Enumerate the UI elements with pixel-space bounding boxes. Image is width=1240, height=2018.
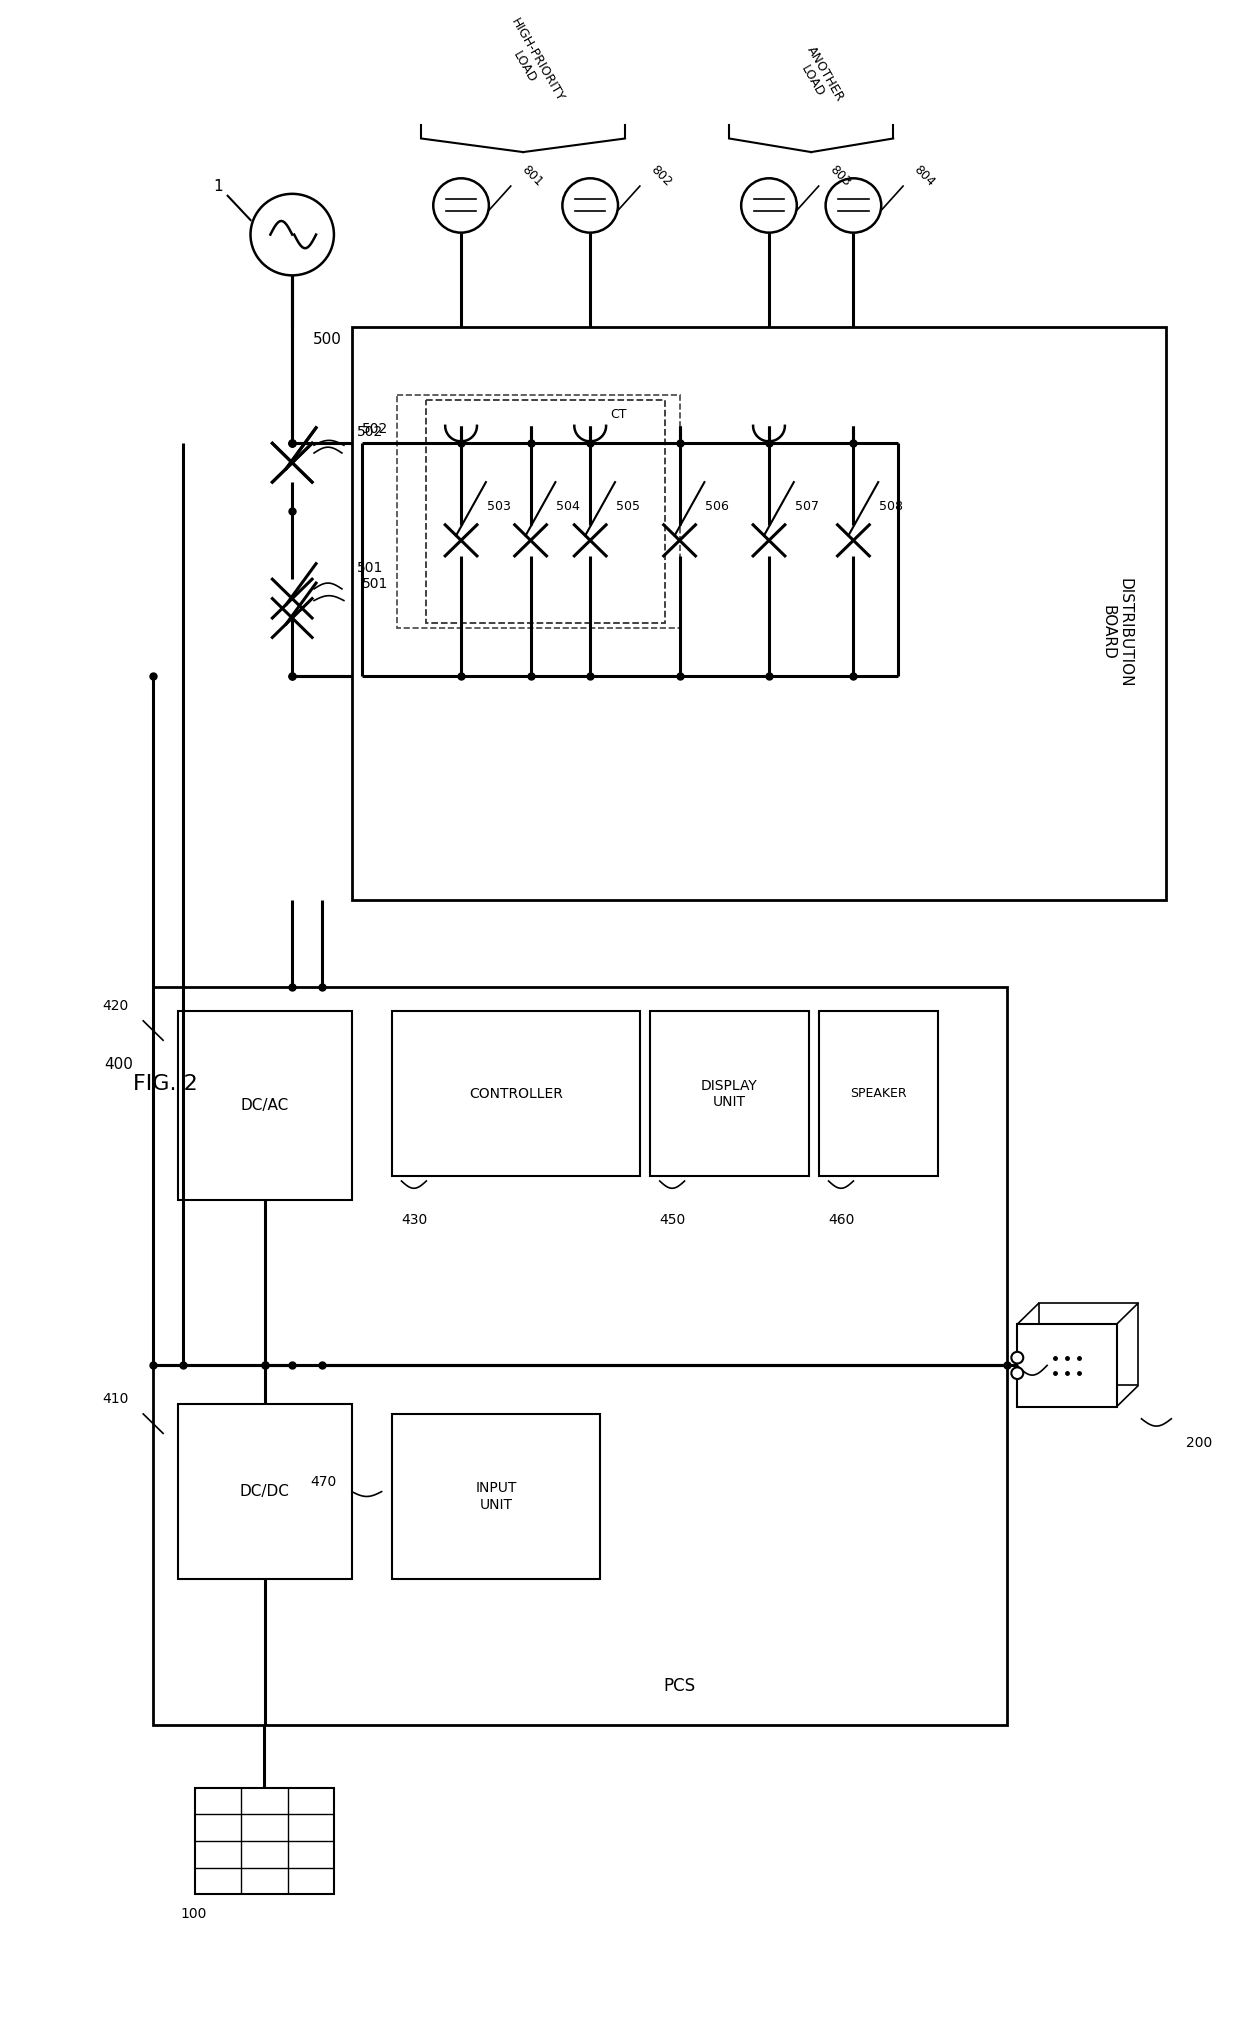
- Text: ANOTHER
LOAD: ANOTHER LOAD: [791, 44, 846, 111]
- Text: 450: 450: [660, 1213, 686, 1227]
- Text: DC/DC: DC/DC: [241, 1483, 290, 1499]
- Bar: [1017, 1324, 1117, 1407]
- Circle shape: [742, 178, 797, 232]
- Text: 501: 501: [357, 561, 383, 575]
- Bar: [427, 400, 665, 624]
- Text: 200: 200: [1187, 1437, 1213, 1451]
- Circle shape: [250, 194, 334, 274]
- Text: FIG. 2: FIG. 2: [133, 1074, 198, 1094]
- Bar: [397, 396, 680, 628]
- Text: 460: 460: [828, 1213, 854, 1227]
- Circle shape: [433, 178, 489, 232]
- Bar: [179, 1405, 352, 1578]
- Text: 801: 801: [518, 163, 544, 190]
- Text: 420: 420: [102, 999, 128, 1013]
- Text: 501: 501: [362, 577, 388, 591]
- Text: 430: 430: [402, 1213, 428, 1227]
- Bar: [818, 1011, 937, 1176]
- Text: 400: 400: [104, 1057, 133, 1072]
- Text: 502: 502: [362, 422, 388, 436]
- Text: PCS: PCS: [663, 1677, 696, 1695]
- Text: 503: 503: [487, 500, 511, 513]
- Text: 502: 502: [357, 424, 383, 438]
- Text: 803: 803: [827, 163, 853, 190]
- Text: 802: 802: [647, 163, 673, 190]
- Bar: [392, 1011, 640, 1176]
- Circle shape: [1012, 1352, 1023, 1364]
- Text: 804: 804: [911, 163, 937, 190]
- Bar: [352, 327, 1167, 900]
- Bar: [179, 1011, 352, 1201]
- Text: 504: 504: [557, 500, 580, 513]
- Text: 1: 1: [213, 178, 222, 194]
- Text: 470: 470: [311, 1475, 337, 1489]
- Text: 505: 505: [616, 500, 640, 513]
- Text: DC/AC: DC/AC: [241, 1098, 289, 1114]
- Circle shape: [563, 178, 618, 232]
- Circle shape: [1012, 1368, 1023, 1378]
- Text: 506: 506: [706, 500, 729, 513]
- Text: SPEAKER: SPEAKER: [849, 1088, 906, 1100]
- Bar: [1039, 1304, 1138, 1384]
- Bar: [195, 1788, 334, 1895]
- Text: CT: CT: [610, 408, 626, 420]
- Text: 410: 410: [102, 1392, 128, 1407]
- Text: DISTRIBUTION
BOARD: DISTRIBUTION BOARD: [1100, 577, 1133, 688]
- Bar: [392, 1415, 600, 1578]
- Text: 507: 507: [795, 500, 818, 513]
- Text: 508: 508: [879, 500, 903, 513]
- Bar: [154, 987, 1007, 1725]
- Text: 100: 100: [180, 1907, 206, 1921]
- Bar: [650, 1011, 808, 1176]
- Text: 500: 500: [312, 331, 342, 347]
- Circle shape: [826, 178, 882, 232]
- Text: HIGH-PRIORITY
LOAD: HIGH-PRIORITY LOAD: [495, 16, 567, 111]
- Text: INPUT
UNIT: INPUT UNIT: [475, 1481, 517, 1511]
- Text: DISPLAY
UNIT: DISPLAY UNIT: [701, 1078, 758, 1108]
- Text: CONTROLLER: CONTROLLER: [469, 1086, 563, 1100]
